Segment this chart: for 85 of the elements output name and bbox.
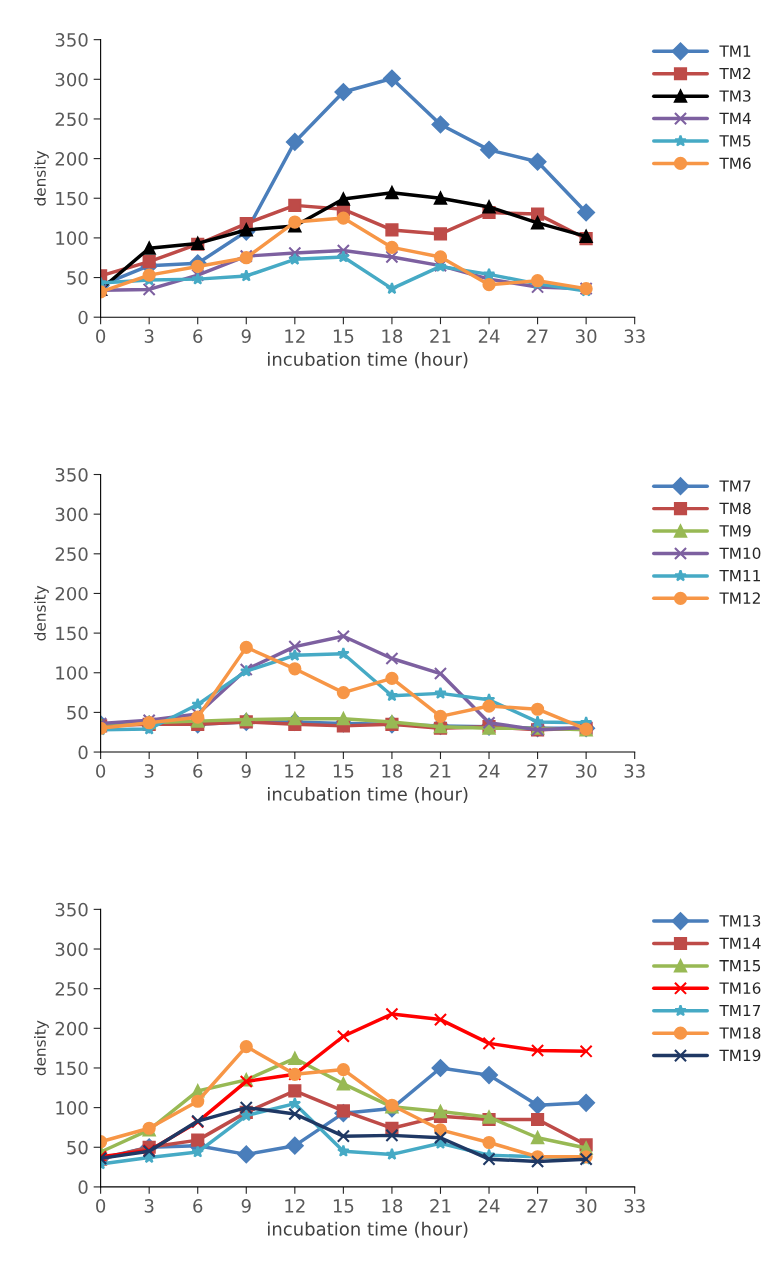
- legend-label: TM19: [719, 1049, 761, 1062]
- y-tick-label: 300: [55, 507, 88, 522]
- y-tick-label: 200: [55, 586, 88, 601]
- y-tick-label: 300: [55, 72, 88, 87]
- x-tick-label: 12: [285, 1199, 305, 1213]
- x-tick-label: 33: [624, 764, 645, 778]
- legend-label: TM18: [719, 1027, 761, 1039]
- x-tick-label: 3: [144, 329, 154, 343]
- x-tick-label: 12: [285, 329, 305, 343]
- x-tick-label: 30: [576, 1199, 597, 1213]
- y-tick-label: 150: [56, 191, 88, 206]
- x-tick-label: 6: [193, 764, 203, 778]
- x-tick-label: 3: [144, 764, 154, 778]
- y-tick-label: 350: [55, 33, 88, 47]
- legend-label: TM13: [719, 915, 761, 927]
- x-tick-label: 15: [333, 764, 354, 778]
- x-tick-label: 30: [576, 764, 597, 778]
- x-tick-label: 21: [430, 329, 451, 343]
- x-tick-label: 27: [527, 329, 548, 343]
- x-tick-label: 27: [527, 1199, 548, 1213]
- legend-label: TM16: [719, 982, 761, 994]
- y-tick-label: 350: [55, 902, 88, 917]
- x-tick-label: 24: [478, 329, 500, 343]
- y-tick-label: 50: [67, 705, 88, 720]
- x-tick-label: 3: [144, 1199, 154, 1213]
- x-tick-label: 18: [382, 329, 403, 343]
- legend-label: TM14: [719, 937, 761, 949]
- y-axis-title: density: [34, 585, 49, 641]
- y-tick-label: 150: [56, 626, 88, 641]
- y-tick-label: 50: [67, 271, 88, 285]
- legend-label: TM5: [719, 135, 751, 147]
- x-tick-label: 0: [96, 764, 106, 778]
- legend-label: TM4: [719, 112, 751, 124]
- y-axis-title: density: [34, 150, 49, 206]
- x-tick-label: 18: [382, 764, 403, 778]
- x-tick-label: 12: [285, 764, 305, 778]
- legend-label: TM11: [719, 570, 761, 582]
- x-tick-label: 33: [624, 1199, 645, 1213]
- y-tick-label: 100: [56, 1101, 88, 1115]
- x-tick-label: 21: [430, 764, 451, 778]
- y-tick-label: 100: [56, 666, 88, 680]
- y-tick-label: 200: [55, 152, 88, 166]
- legend-label: TM12: [719, 592, 760, 604]
- x-tick-label: 9: [241, 1199, 251, 1213]
- x-tick-label: 18: [382, 1199, 403, 1213]
- x-tick-label: 9: [241, 764, 251, 778]
- y-tick-label: 250: [55, 547, 88, 561]
- x-tick-label: 6: [193, 329, 203, 343]
- legend-label: TM7: [719, 480, 751, 492]
- legend-label: TM3: [719, 90, 751, 102]
- x-tick-label: 15: [333, 1199, 354, 1213]
- x-tick-label: 6: [193, 1199, 203, 1213]
- y-tick-label: 50: [67, 1140, 88, 1155]
- legend-label: TM10: [719, 547, 761, 560]
- legend-label: TM6: [719, 157, 751, 170]
- x-axis-title: incubation time (hour): [268, 1221, 468, 1238]
- x-tick-label: 9: [241, 329, 251, 343]
- legend-label: TM2: [719, 67, 751, 80]
- y-tick-label: 200: [55, 1021, 88, 1036]
- y-tick-label: 150: [56, 1061, 88, 1076]
- y-tick-label: 350: [55, 467, 88, 482]
- y-tick-label: 100: [56, 231, 88, 246]
- y-axis-title: density: [34, 1020, 49, 1076]
- x-tick-label: 21: [430, 1199, 451, 1213]
- x-axis-title: incubation time (hour): [268, 786, 468, 803]
- legend-label: TM15: [719, 960, 761, 972]
- x-axis-title: incubation time (hour): [268, 352, 468, 369]
- x-tick-label: 24: [478, 1199, 500, 1213]
- legend-label: TM9: [719, 525, 751, 537]
- x-tick-label: 24: [478, 764, 500, 778]
- y-tick-label: 0: [78, 745, 88, 760]
- x-tick-label: 0: [96, 329, 106, 343]
- x-tick-label: 0: [96, 1199, 106, 1213]
- legend-label: TM1: [719, 45, 751, 57]
- x-tick-label: 30: [576, 329, 597, 343]
- x-tick-label: 27: [527, 764, 548, 778]
- x-tick-label: 33: [624, 329, 645, 343]
- y-tick-label: 250: [55, 112, 88, 127]
- legend-label: TM17: [719, 1004, 761, 1017]
- y-tick-label: 0: [78, 1180, 88, 1195]
- y-tick-label: 250: [55, 982, 88, 996]
- x-tick-label: 15: [333, 329, 354, 343]
- y-tick-label: 0: [78, 310, 88, 325]
- legend-label: TM8: [719, 502, 751, 515]
- y-tick-label: 300: [55, 942, 88, 957]
